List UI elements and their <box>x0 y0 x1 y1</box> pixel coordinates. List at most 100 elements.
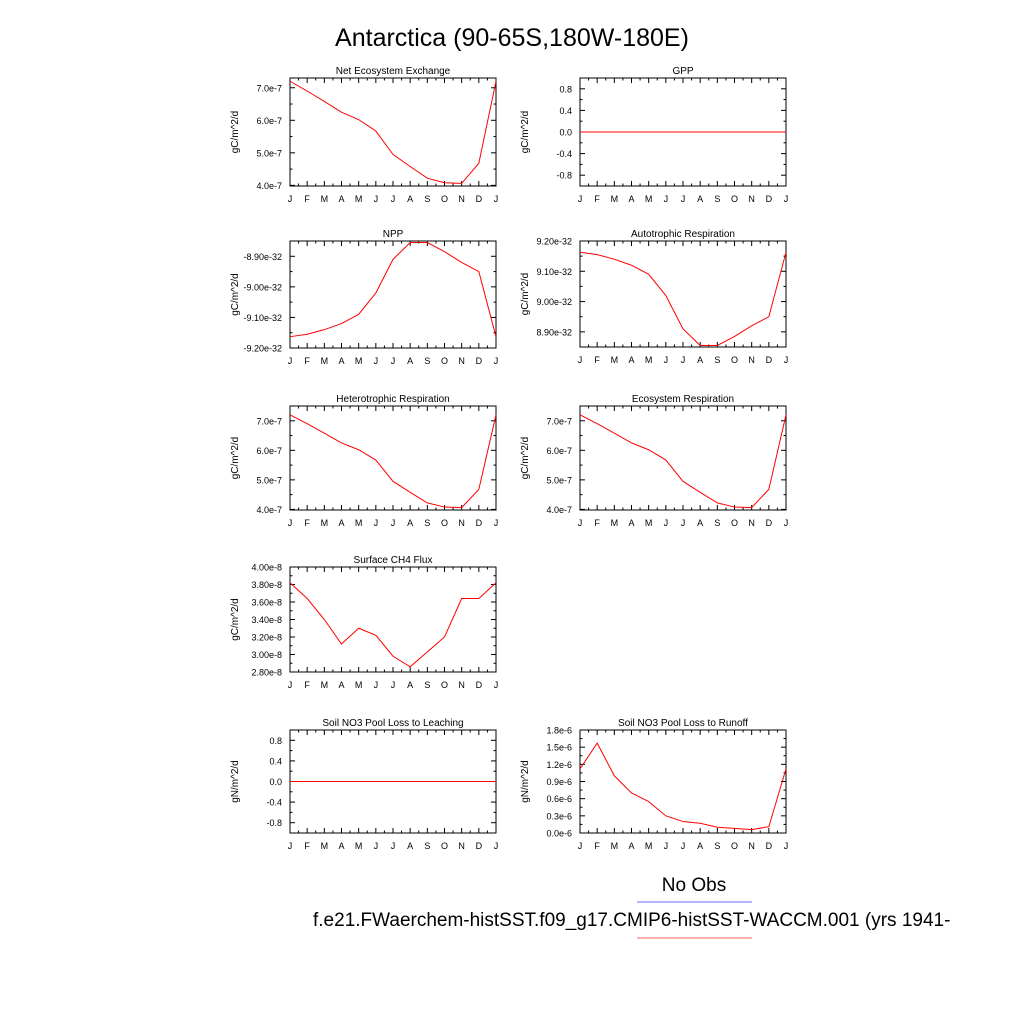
x-tick-label: N <box>458 518 465 528</box>
x-tick-label: A <box>628 194 634 204</box>
x-tick-label: N <box>458 356 465 366</box>
y-tick-label: 0.4 <box>559 106 572 116</box>
x-tick-label: M <box>321 680 329 690</box>
x-tick-label: J <box>374 518 379 528</box>
x-tick-label: M <box>355 518 363 528</box>
series-line <box>289 582 497 668</box>
x-tick-label: F <box>304 194 310 204</box>
y-axis-label: gC/m^2/d <box>230 273 241 316</box>
plot-frame <box>289 405 497 511</box>
x-tick-label: J <box>288 518 293 528</box>
y-axis-label: gN/m^2/d <box>230 760 241 803</box>
x-tick-label: J <box>288 680 293 690</box>
x-tick-label: S <box>424 680 430 690</box>
x-tick-label: S <box>424 194 430 204</box>
x-tick-label: D <box>476 518 483 528</box>
x-tick-label: F <box>304 841 310 851</box>
y-tick-label: 7.0e-7 <box>256 83 282 93</box>
x-tick-label: J <box>664 518 669 528</box>
y-tick-label: 3.40e-8 <box>251 615 282 625</box>
y-tick-label: 4.0e-7 <box>546 505 572 515</box>
y-tick-label: 1.2e-6 <box>546 760 572 770</box>
x-tick-label: M <box>645 841 653 851</box>
panel-7: J F M A M J J A S O N D J2.80e-83.00e-83.20e-83.40e-… <box>230 555 498 690</box>
x-tick-label: D <box>766 841 773 851</box>
x-tick-label: F <box>304 356 310 366</box>
x-tick-label: O <box>441 680 448 690</box>
y-tick-label: 3.60e-8 <box>251 598 282 608</box>
panel-4: J F M A M J J A S O N D J8.90e-329.00e-329.10e-329.2… <box>520 229 788 365</box>
x-tick-label: F <box>594 841 600 851</box>
series-line <box>289 80 497 184</box>
x-tick-label: J <box>784 841 789 851</box>
x-tick-label: J <box>578 355 583 365</box>
x-tick-label: O <box>441 356 448 366</box>
x-tick-label: M <box>645 194 653 204</box>
y-axis-label: gC/m^2/d <box>230 598 241 641</box>
x-tick-label: J <box>288 841 293 851</box>
x-tick-label: J <box>681 518 686 528</box>
x-tick-label: J <box>664 194 669 204</box>
x-tick-label: A <box>338 356 344 366</box>
y-axis-label: gC/m^2/d <box>230 111 241 154</box>
x-tick-label: S <box>714 841 720 851</box>
x-tick-label: F <box>304 680 310 690</box>
y-tick-label: 7.0e-7 <box>546 416 572 426</box>
y-tick-label: 6.0e-7 <box>546 446 572 456</box>
y-axis-label: gC/m^2/d <box>520 111 531 154</box>
x-tick-label: D <box>766 355 773 365</box>
x-tick-label: J <box>288 356 293 366</box>
x-tick-label: M <box>321 518 329 528</box>
x-tick-label: S <box>714 194 720 204</box>
x-tick-label: D <box>476 841 483 851</box>
x-tick-label: A <box>338 841 344 851</box>
x-tick-label: A <box>338 194 344 204</box>
x-tick-label: J <box>681 841 686 851</box>
series-line <box>289 414 497 509</box>
y-tick-label: -0.4 <box>556 149 572 159</box>
y-tick-label: 6.0e-7 <box>256 116 282 126</box>
x-tick-label: J <box>374 841 379 851</box>
series-line <box>579 742 787 831</box>
x-tick-label: M <box>321 356 329 366</box>
x-tick-label: N <box>458 194 465 204</box>
x-tick-label: A <box>407 518 413 528</box>
legend: No Obs f.e21.FWaerchem-histSST.f09_g17.C… <box>313 875 950 939</box>
y-tick-label: 1.8e-6 <box>546 726 572 736</box>
x-tick-label: A <box>697 518 703 528</box>
y-axis-label: gC/m^2/d <box>520 273 531 316</box>
panel-5: J F M A M J J A S O N D J4.0e-75.0e-76.0e-77.0e-7Het… <box>230 394 498 528</box>
y-tick-label: -9.10e-32 <box>243 313 282 323</box>
y-tick-label: -0.4 <box>266 798 282 808</box>
x-tick-label: A <box>628 355 634 365</box>
x-tick-label: N <box>458 680 465 690</box>
y-tick-label: 9.10e-32 <box>536 267 572 277</box>
x-tick-label: J <box>494 680 499 690</box>
x-tick-label: A <box>628 518 634 528</box>
y-tick-label: -0.8 <box>266 818 282 828</box>
x-tick-label: M <box>355 841 363 851</box>
panels: J F M A M J J A S O N D J4.0e-75.0e-76.0e-77.0e-7Net… <box>230 66 788 851</box>
x-tick-label: J <box>391 356 396 366</box>
x-tick-label: N <box>748 841 755 851</box>
y-tick-label: 4.0e-7 <box>256 181 282 191</box>
x-tick-label: J <box>494 841 499 851</box>
y-tick-label: 0.8 <box>269 736 282 746</box>
x-tick-label: J <box>288 194 293 204</box>
y-tick-label: 0.9e-6 <box>546 777 572 787</box>
y-tick-label: 6.0e-7 <box>256 446 282 456</box>
x-tick-label: F <box>594 194 600 204</box>
y-tick-label: 0.4 <box>269 756 282 766</box>
x-tick-label: A <box>697 355 703 365</box>
y-tick-label: 1.5e-6 <box>546 743 572 753</box>
x-tick-label: M <box>611 841 619 851</box>
x-tick-label: A <box>338 680 344 690</box>
x-tick-label: O <box>731 194 738 204</box>
panel-title: Net Ecosystem Exchange <box>336 66 451 77</box>
x-tick-label: J <box>391 194 396 204</box>
panel-3: J F M A M J J A S O N D J-9.20e-32-9.10e-32-9.00e-32… <box>230 229 498 366</box>
x-tick-label: M <box>321 194 329 204</box>
x-tick-label: M <box>611 518 619 528</box>
panel-title: Soil NO3 Pool Loss to Runoff <box>618 718 748 729</box>
